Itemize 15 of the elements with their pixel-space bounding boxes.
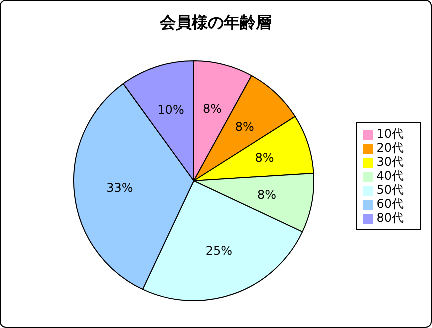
legend-label: 40代 <box>376 169 404 183</box>
legend-label: 60代 <box>376 197 404 211</box>
data-label: 8% <box>202 102 222 116</box>
data-label: 8% <box>235 120 254 134</box>
chart-title: 会員様の年齢層 <box>158 13 273 34</box>
legend-label: 30代 <box>376 155 404 169</box>
data-label: 8% <box>258 188 277 202</box>
data-label: 8% <box>255 151 274 166</box>
legend-label: 10代 <box>376 127 404 141</box>
legend-label: 80代 <box>376 211 404 225</box>
data-label: 10% <box>158 103 184 118</box>
legend-label: 50代 <box>376 183 404 197</box>
legend-label: 20代 <box>376 141 404 155</box>
data-label: 33% <box>106 181 134 195</box>
data-label: 25% <box>206 244 233 258</box>
